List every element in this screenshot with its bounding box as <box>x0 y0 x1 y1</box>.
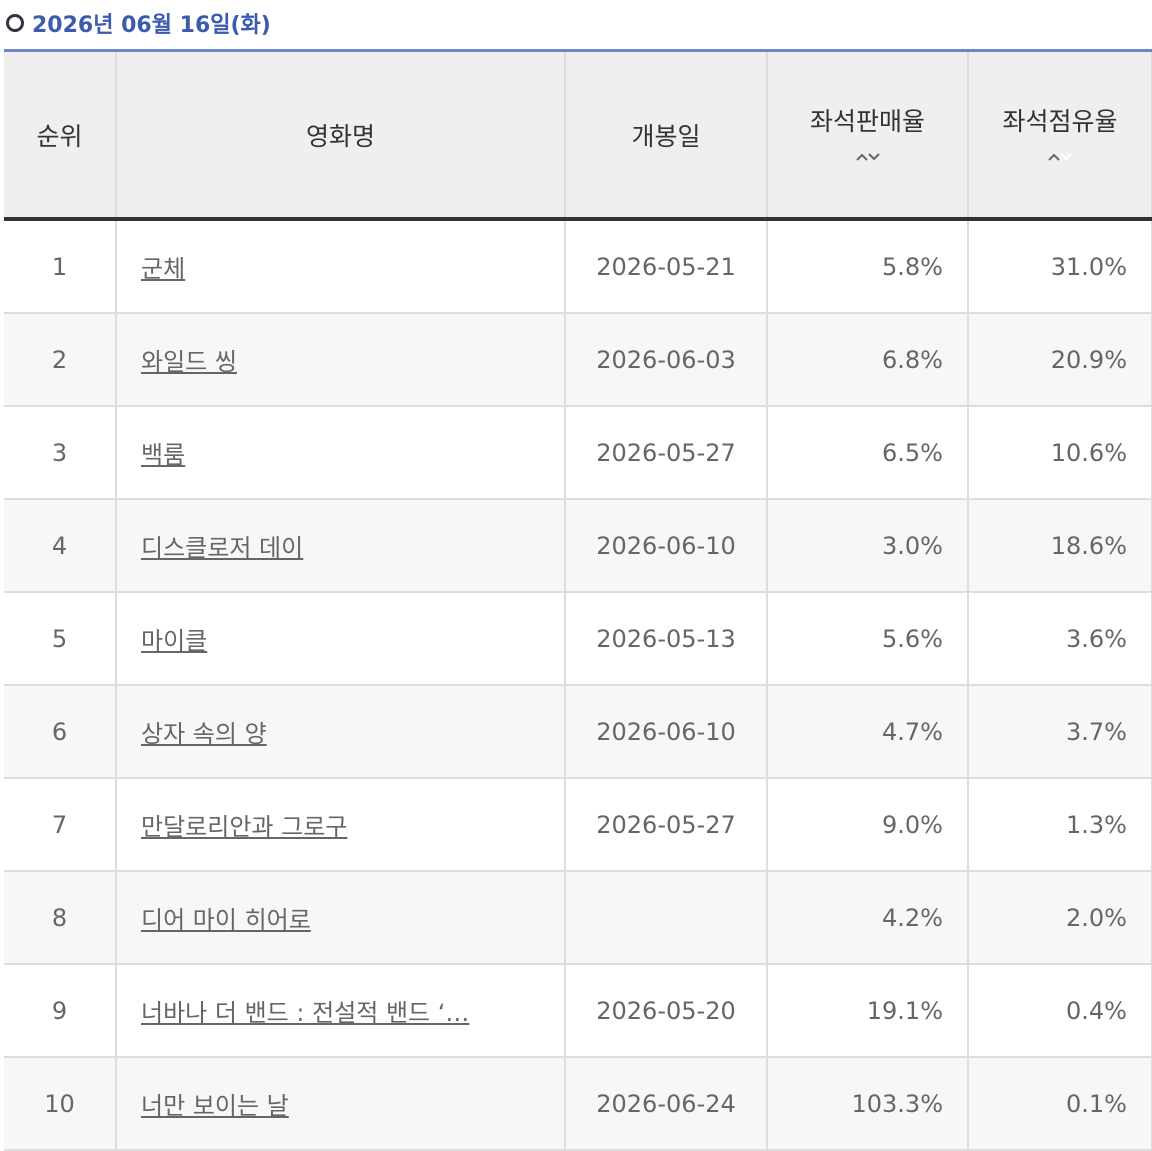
table-row: 8 디어 마이 히어로 4.2% 2.0% <box>4 871 1152 965</box>
movie-title-link[interactable]: 디어 마이 히어로 <box>141 906 311 934</box>
seat-sales-rate-cell: 4.2% <box>767 871 969 965</box>
movie-title-link[interactable]: 너만 보이는 날 <box>141 1092 289 1120</box>
table-row: 10 너만 보이는 날 2026-06-24 103.3% 0.1% <box>4 1057 1152 1151</box>
table-row: 9 너바나 더 밴드 : 전설적 밴드 ‘… 2026-05-20 19.1% 0.4% <box>4 964 1152 1058</box>
header-row: 순위 영화명 개봉일 좌석판매율 좌석점유율 <box>4 52 1152 221</box>
column-header: 좌석판매율 <box>767 52 969 221</box>
title-cell: 디스클로저 데이 <box>116 499 566 593</box>
divider <box>4 49 1152 52</box>
rank-cell: 10 <box>4 1057 117 1151</box>
table-row: 2 와일드 씽 2026-06-03 6.8% 20.9% <box>4 313 1152 407</box>
column-label: 순위 <box>36 121 83 151</box>
title-cell: 만달로리안과 그로구 <box>116 778 566 872</box>
movie-title-link[interactable]: 너바나 더 밴드 : 전설적 밴드 ‘… <box>141 999 470 1027</box>
sort-controls <box>769 138 966 167</box>
seat-share-cell: 10.6% <box>968 406 1152 500</box>
sort-desc-button[interactable] <box>1060 138 1072 167</box>
rank-cell: 9 <box>4 964 117 1058</box>
column-header: 좌석점유율 <box>968 52 1152 221</box>
title-cell: 마이클 <box>116 592 566 686</box>
release-date-cell: 2026-05-27 <box>565 406 768 500</box>
seat-sales-rate-cell: 9.0% <box>767 778 969 872</box>
movie-title-link[interactable]: 와일드 씽 <box>141 348 237 376</box>
table-row: 3 백룸 2026-05-27 6.5% 10.6% <box>4 406 1152 500</box>
column-label: 좌석판매율 <box>809 107 925 136</box>
release-date-cell: 2026-06-10 <box>565 499 768 593</box>
release-date-cell: 2026-06-10 <box>565 685 768 779</box>
table-row: 5 마이클 2026-05-13 5.6% 3.6% <box>4 592 1152 686</box>
release-date-cell: 2026-05-21 <box>565 219 768 314</box>
date-text: 2026년 06월 16일(화) <box>32 13 271 38</box>
rank-cell: 2 <box>4 313 117 407</box>
movie-title-link[interactable]: 상자 속의 양 <box>141 720 267 748</box>
movie-title-link[interactable]: 마이클 <box>141 627 208 655</box>
rank-cell: 5 <box>4 592 117 686</box>
column-header: 순위 <box>4 52 117 221</box>
release-date-cell: 2026-06-24 <box>565 1057 768 1151</box>
table-row: 1 군체 2026-05-21 5.8% 31.0% <box>4 219 1152 314</box>
seat-sales-rate-cell: 19.1% <box>767 964 969 1058</box>
box-office-table: 순위 영화명 개봉일 좌석판매율 좌석점유율 1 군체 2026-05-21 5.8% 31.0… <box>4 52 1152 1151</box>
seat-share-cell: 0.1% <box>968 1057 1152 1151</box>
title-cell: 너바나 더 밴드 : 전설적 밴드 ‘… <box>116 964 566 1058</box>
bullet-icon <box>6 14 24 32</box>
rank-cell: 8 <box>4 871 117 965</box>
release-date-cell <box>565 871 768 965</box>
title-cell: 너만 보이는 날 <box>116 1057 566 1151</box>
seat-sales-rate-cell: 5.8% <box>767 219 969 314</box>
seat-share-cell: 18.6% <box>968 499 1152 593</box>
seat-share-cell: 1.3% <box>968 778 1152 872</box>
column-header: 영화명 <box>116 52 566 221</box>
sort-asc-button[interactable] <box>855 138 868 167</box>
seat-share-cell: 20.9% <box>968 313 1152 407</box>
seat-sales-rate-cell: 3.0% <box>767 499 969 593</box>
seat-sales-rate-cell: 6.5% <box>767 406 969 500</box>
movie-title-link[interactable]: 만달로리안과 그로구 <box>141 813 348 841</box>
seat-sales-rate-cell: 6.8% <box>767 313 969 407</box>
rank-cell: 6 <box>4 685 117 779</box>
seat-share-cell: 2.0% <box>968 871 1152 965</box>
rank-cell: 3 <box>4 406 117 500</box>
column-label: 영화명 <box>305 121 375 151</box>
sort-asc-button[interactable] <box>1048 138 1060 167</box>
release-date-cell: 2026-06-03 <box>565 313 768 407</box>
table-row: 7 만달로리안과 그로구 2026-05-27 9.0% 1.3% <box>4 778 1152 872</box>
movie-title-link[interactable]: 군체 <box>141 255 186 283</box>
release-date-cell: 2026-05-20 <box>565 964 768 1058</box>
release-date-cell: 2026-05-27 <box>565 778 768 872</box>
movie-title-link[interactable]: 디스클로저 데이 <box>141 534 304 562</box>
movie-title-link[interactable]: 백룸 <box>141 441 186 469</box>
rank-cell: 4 <box>4 499 117 593</box>
column-header: 개봉일 <box>565 52 768 221</box>
title-cell: 백룸 <box>116 406 566 500</box>
sort-desc-button[interactable] <box>867 138 880 167</box>
seat-share-cell: 31.0% <box>968 219 1152 314</box>
column-label: 개봉일 <box>631 121 701 151</box>
release-date-cell: 2026-05-13 <box>565 592 768 686</box>
table-body: 1 군체 2026-05-21 5.8% 31.0% 2 와일드 씽 2026-06-03 6.… <box>4 219 1152 1151</box>
rank-cell: 1 <box>4 219 117 314</box>
sort-controls <box>970 138 1150 167</box>
rank-cell: 7 <box>4 778 117 872</box>
seat-sales-rate-cell: 5.6% <box>767 592 969 686</box>
date-heading: 2026년 06월 16일(화) <box>6 6 271 40</box>
seat-share-cell: 0.4% <box>968 964 1152 1058</box>
table-row: 4 디스클로저 데이 2026-06-10 3.0% 18.6% <box>4 499 1152 593</box>
seat-sales-rate-cell: 4.7% <box>767 685 969 779</box>
seat-sales-rate-cell: 103.3% <box>767 1057 969 1151</box>
title-cell: 와일드 씽 <box>116 313 566 407</box>
table-row: 6 상자 속의 양 2026-06-10 4.7% 3.7% <box>4 685 1152 779</box>
title-cell: 군체 <box>116 219 566 314</box>
seat-share-cell: 3.7% <box>968 685 1152 779</box>
seat-share-cell: 3.6% <box>968 592 1152 686</box>
column-label: 좌석점유율 <box>1002 107 1118 136</box>
title-cell: 디어 마이 히어로 <box>116 871 566 965</box>
title-cell: 상자 속의 양 <box>116 685 566 779</box>
